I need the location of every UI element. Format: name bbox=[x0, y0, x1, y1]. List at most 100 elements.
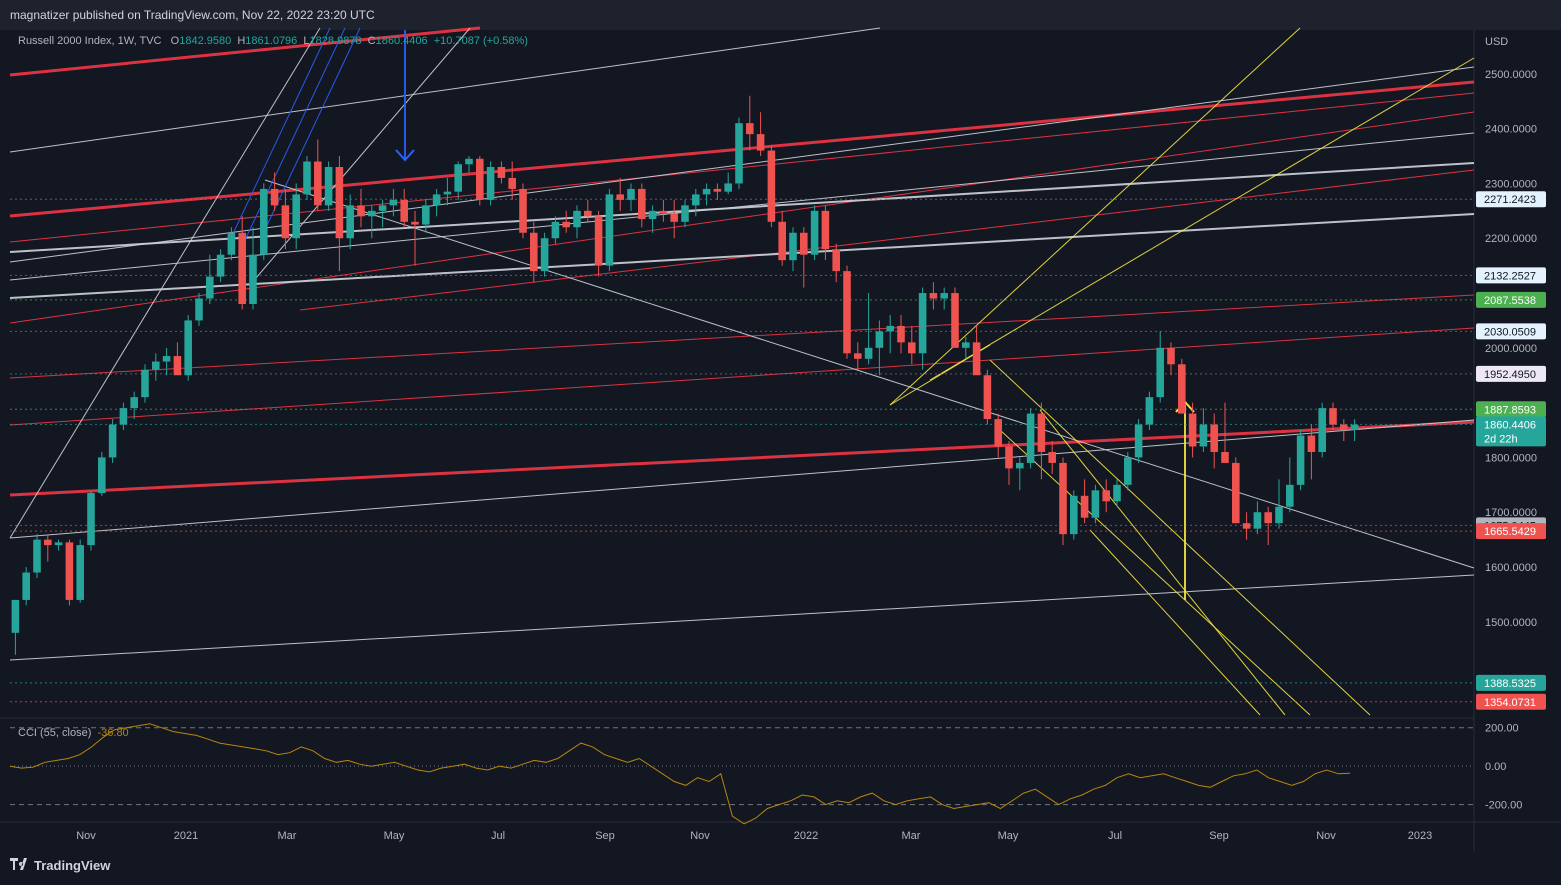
candle-117 bbox=[1275, 506, 1283, 524]
candlestick-chart[interactable]: USD 1500.0000 1600.0000 1700.0000 1800.0000 2… bbox=[0, 0, 1561, 851]
x-tick-label-10: Jul bbox=[1108, 830, 1122, 842]
low-label: L bbox=[303, 35, 310, 47]
candle-28 bbox=[314, 161, 322, 206]
candle-83 bbox=[908, 342, 916, 354]
candle-46 bbox=[508, 177, 516, 189]
candle-39 bbox=[432, 194, 441, 206]
candle-102 bbox=[1113, 484, 1121, 502]
candle-13 bbox=[152, 361, 160, 370]
candle-123 bbox=[1340, 424, 1348, 431]
x-tick-label-12: Nov bbox=[1316, 830, 1336, 842]
cci-value: -36.80 bbox=[97, 727, 129, 739]
y-tick-label-8: 2500.0000 bbox=[1485, 69, 1537, 81]
candle-37 bbox=[411, 221, 419, 225]
cci-name: CCI (55, close) bbox=[18, 727, 92, 739]
tradingview-logo-icon bbox=[10, 858, 30, 873]
candle-116 bbox=[1264, 512, 1272, 524]
candle-29 bbox=[324, 167, 333, 206]
candle-104 bbox=[1134, 424, 1143, 458]
candle-78 bbox=[854, 353, 862, 359]
candle-67 bbox=[735, 123, 743, 184]
price-label-box-5 bbox=[1476, 401, 1546, 418]
candle-61 bbox=[670, 213, 678, 222]
y-tick-label-0: 1500.0000 bbox=[1485, 617, 1537, 629]
candle-27 bbox=[303, 161, 311, 195]
candle-80 bbox=[875, 331, 884, 348]
y-tick-label-4: 2000.0000 bbox=[1485, 343, 1537, 355]
candle-19 bbox=[216, 254, 225, 277]
candle-41 bbox=[454, 164, 462, 192]
high-label: H bbox=[237, 35, 246, 47]
candle-68 bbox=[746, 123, 754, 135]
candle-69 bbox=[756, 134, 765, 151]
price-label-box-3 bbox=[1476, 323, 1546, 340]
footer bbox=[0, 851, 1561, 885]
price-label-extra-6: 2d 22h bbox=[1484, 433, 1518, 445]
candle-30 bbox=[335, 167, 344, 239]
candle-63 bbox=[692, 194, 700, 206]
candle-20 bbox=[227, 232, 236, 255]
candle-3 bbox=[44, 539, 52, 546]
trend-line-13 bbox=[9, 419, 1475, 539]
price-label-4: 1952.4950 bbox=[1484, 369, 1536, 381]
candle-2 bbox=[33, 539, 41, 573]
cci-line bbox=[9, 723, 1351, 825]
trend-line-26 bbox=[229, 27, 331, 241]
candle-84 bbox=[918, 293, 927, 354]
candle-6 bbox=[76, 545, 84, 600]
candle-31 bbox=[346, 205, 354, 239]
trend-line-20 bbox=[929, 57, 1475, 381]
candle-101 bbox=[1102, 490, 1110, 502]
ohlc-legend: Russell 2000 Index, 1W, TVC O1842.9580 H… bbox=[18, 35, 528, 47]
price-label-box-10 bbox=[1476, 693, 1546, 710]
trend-line-18 bbox=[889, 27, 1301, 406]
candle-112 bbox=[1221, 451, 1229, 463]
candle-111 bbox=[1210, 424, 1218, 452]
candle-16 bbox=[184, 320, 192, 376]
candle-99 bbox=[1080, 495, 1089, 518]
price-label-8: 1665.5429 bbox=[1484, 526, 1536, 538]
x-tick-label-2: Mar bbox=[278, 830, 297, 842]
candle-124 bbox=[1350, 424, 1359, 431]
candle-14 bbox=[162, 356, 171, 362]
y-tick-label-1: 1600.0000 bbox=[1485, 562, 1537, 574]
candle-92 bbox=[1005, 446, 1013, 469]
price-label-10: 1354.0731 bbox=[1484, 697, 1536, 709]
cci-legend: CCI (55, close) -36.80 bbox=[18, 727, 129, 739]
candle-85 bbox=[929, 293, 938, 299]
candle-49 bbox=[540, 238, 549, 272]
candle-89 bbox=[972, 342, 981, 376]
trend-line-23 bbox=[1039, 409, 1286, 716]
candle-24 bbox=[270, 188, 279, 206]
candle-9 bbox=[108, 424, 117, 458]
cci-level-label-2: -200.00 bbox=[1485, 800, 1522, 812]
candle-66 bbox=[724, 183, 732, 192]
candle-33 bbox=[368, 210, 376, 217]
change-value: +10.7087 (+0.58%) bbox=[433, 35, 528, 47]
candle-114 bbox=[1242, 523, 1251, 529]
candle-23 bbox=[260, 188, 268, 255]
candle-53 bbox=[584, 210, 592, 217]
candle-21 bbox=[238, 232, 246, 304]
candle-5 bbox=[65, 542, 74, 600]
blue-arrow-head bbox=[395, 149, 415, 162]
candle-107 bbox=[1167, 347, 1175, 365]
candle-119 bbox=[1296, 435, 1305, 485]
candle-90 bbox=[983, 375, 992, 420]
price-label-9: 1388.5325 bbox=[1484, 678, 1536, 690]
candle-65 bbox=[713, 188, 722, 192]
low-value: 1828.9878 bbox=[309, 35, 362, 47]
candle-64 bbox=[702, 188, 711, 195]
price-label-5: 1887.8593 bbox=[1484, 404, 1536, 416]
price-label-box-0 bbox=[1476, 191, 1546, 208]
x-tick-label-8: Mar bbox=[902, 830, 921, 842]
high-value: 1861.0796 bbox=[245, 35, 298, 47]
candle-120 bbox=[1307, 435, 1316, 452]
price-label-0: 2271.2423 bbox=[1484, 194, 1536, 206]
tradingview-logo[interactable]: TradingView bbox=[10, 858, 110, 873]
price-label-box-9 bbox=[1476, 674, 1546, 691]
symbol-label: Russell 2000 Index, 1W, TVC bbox=[18, 35, 162, 47]
candle-81 bbox=[886, 325, 894, 332]
open-label: O bbox=[170, 35, 180, 47]
y-tick-label-2: 1700.0000 bbox=[1485, 507, 1537, 519]
